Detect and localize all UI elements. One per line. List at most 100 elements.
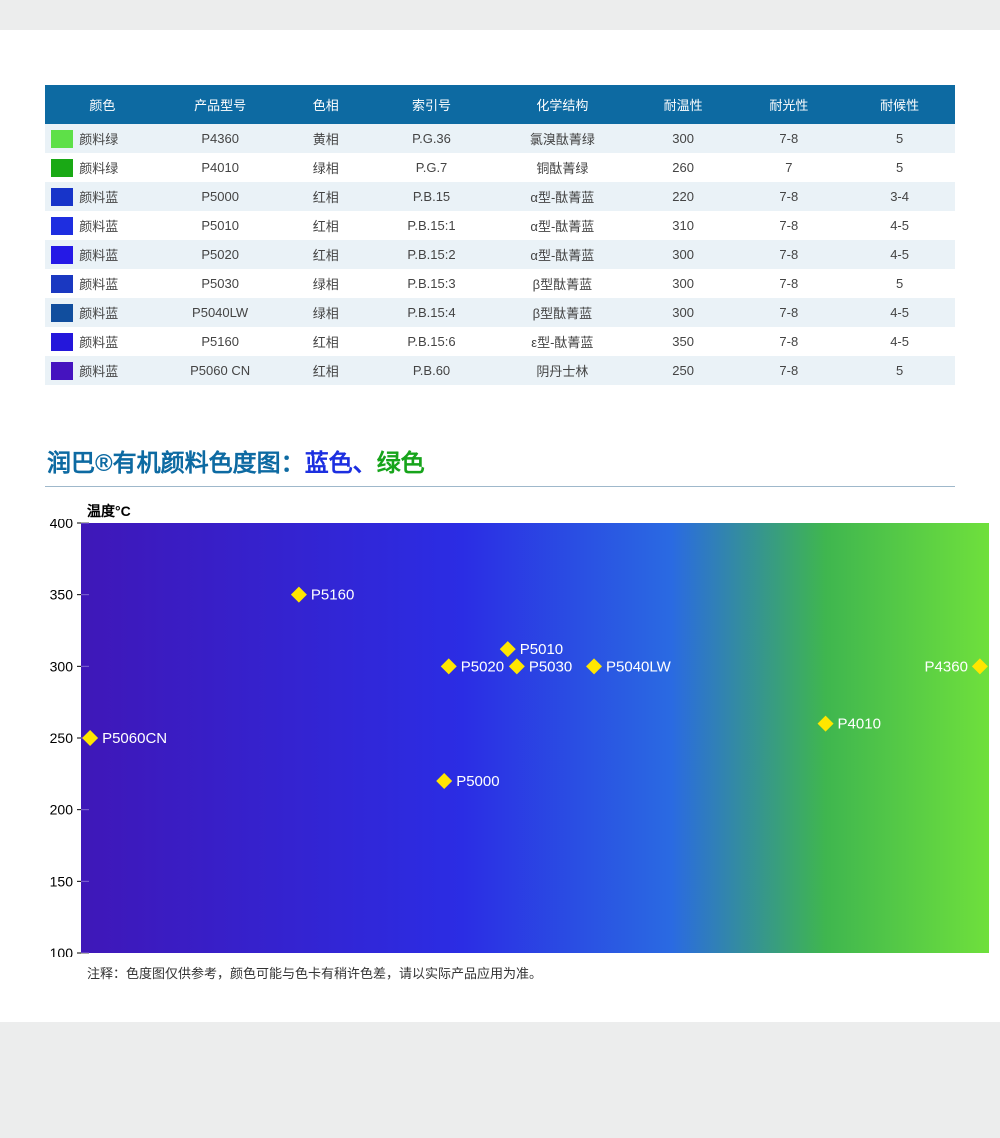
table-cell-color: 颜料蓝	[79, 327, 160, 356]
table-cell-hue: 红相	[281, 240, 372, 269]
table-cell-weather: 5	[844, 153, 955, 182]
point-label: P5040LW	[606, 658, 672, 675]
point-label: P5010	[520, 641, 563, 658]
y-axis-title: 温度°C	[87, 501, 955, 521]
table-cell-light: 7-8	[733, 240, 844, 269]
table-body: 颜料绿P4360黄相P.G.36氯溴酞菁绿3007-85颜料绿P4010绿相P.…	[45, 124, 955, 385]
y-tick-label: 100	[50, 945, 74, 957]
table-cell-hue: 绿相	[281, 153, 372, 182]
table-cell-model: P5000	[160, 182, 281, 211]
table-header-cell: 索引号	[371, 85, 492, 124]
table-cell-light: 7-8	[733, 356, 844, 385]
y-tick-label: 350	[50, 587, 74, 603]
table-cell-color: 颜料蓝	[79, 356, 160, 385]
table-row: 颜料蓝P5060 CN红相P.B.60阴丹士林2507-85	[45, 356, 955, 385]
table-cell-index: P.B.15:6	[371, 327, 492, 356]
table-cell-heat: 300	[633, 124, 734, 153]
table-cell-chem: 氯溴酞菁绿	[492, 124, 633, 153]
swatch-cell	[45, 182, 79, 211]
table-cell-light: 7	[733, 153, 844, 182]
y-tick-label: 250	[50, 730, 74, 746]
table-header-cell: 产品型号	[160, 85, 281, 124]
table-header-cell: 颜色	[45, 85, 160, 124]
data-point: P5000	[436, 773, 499, 790]
table-cell-heat: 300	[633, 298, 734, 327]
table-cell-model: P5010	[160, 211, 281, 240]
point-label: P4360	[925, 658, 968, 675]
data-point: P5160	[291, 587, 354, 604]
chart-title: 润巴®有机颜料色度图：蓝色、绿色	[45, 443, 955, 487]
table-row: 颜料绿P4010绿相P.G.7铜酞菁绿26075	[45, 153, 955, 182]
table-cell-hue: 红相	[281, 211, 372, 240]
color-swatch	[51, 130, 73, 148]
table-cell-weather: 4-5	[844, 298, 955, 327]
table-cell-heat: 220	[633, 182, 734, 211]
table-cell-light: 7-8	[733, 124, 844, 153]
table-cell-weather: 5	[844, 356, 955, 385]
table-cell-weather: 4-5	[844, 327, 955, 356]
table-cell-index: P.B.15:4	[371, 298, 492, 327]
table-cell-model: P5030	[160, 269, 281, 298]
table-cell-hue: 红相	[281, 327, 372, 356]
table-cell-weather: 4-5	[844, 240, 955, 269]
chromaticity-chart: 100150200250300350400P5060CNP5160P5000P5…	[45, 519, 989, 957]
color-swatch	[51, 217, 73, 235]
chart-wrap: 温度°C 100150200250300350400P5060CNP5160P5…	[45, 501, 955, 982]
pigment-table: 颜色产品型号色相索引号化学结构耐温性耐光性耐候性 颜料绿P4360黄相P.G.3…	[45, 85, 955, 385]
table-cell-weather: 5	[844, 269, 955, 298]
table-cell-index: P.G.36	[371, 124, 492, 153]
table-cell-chem: α型-酞菁蓝	[492, 240, 633, 269]
table-cell-model: P4360	[160, 124, 281, 153]
page-container: 颜色产品型号色相索引号化学结构耐温性耐光性耐候性 颜料绿P4360黄相P.G.3…	[0, 30, 1000, 1022]
table-cell-chem: α型-酞菁蓝	[492, 211, 633, 240]
color-swatch	[51, 188, 73, 206]
table-cell-light: 7-8	[733, 269, 844, 298]
table-cell-index: P.B.15	[371, 182, 492, 211]
table-cell-light: 7-8	[733, 298, 844, 327]
table-header-cell: 耐光性	[733, 85, 844, 124]
swatch-cell	[45, 298, 79, 327]
table-cell-color: 颜料绿	[79, 153, 160, 182]
y-tick-label: 200	[50, 802, 74, 818]
table-row: 颜料蓝P5010红相P.B.15:1α型-酞菁蓝3107-84-5	[45, 211, 955, 240]
table-row: 颜料蓝P5000红相P.B.15α型-酞菁蓝2207-83-4	[45, 182, 955, 211]
table-cell-color: 颜料蓝	[79, 298, 160, 327]
color-swatch	[51, 275, 73, 293]
swatch-cell	[45, 153, 79, 182]
swatch-cell	[45, 124, 79, 153]
table-cell-model: P5160	[160, 327, 281, 356]
table-header-cell: 化学结构	[492, 85, 633, 124]
table-cell-index: P.B.15:2	[371, 240, 492, 269]
table-row: 颜料蓝P5040LW绿相P.B.15:4β型酞菁蓝3007-84-5	[45, 298, 955, 327]
data-point: P5020	[441, 658, 504, 675]
table-row: 颜料蓝P5030绿相P.B.15:3β型酞菁蓝3007-85	[45, 269, 955, 298]
table-cell-model: P4010	[160, 153, 281, 182]
table-cell-light: 7-8	[733, 327, 844, 356]
swatch-cell	[45, 327, 79, 356]
table-cell-heat: 350	[633, 327, 734, 356]
point-label: P5060CN	[102, 730, 167, 747]
color-swatch	[51, 246, 73, 264]
table-cell-heat: 310	[633, 211, 734, 240]
bottom-spacer	[0, 1022, 1000, 1064]
table-cell-color: 颜料蓝	[79, 240, 160, 269]
table-row: 颜料绿P4360黄相P.G.36氯溴酞菁绿3007-85	[45, 124, 955, 153]
table-header: 颜色产品型号色相索引号化学结构耐温性耐光性耐候性	[45, 85, 955, 124]
table-cell-model: P5040LW	[160, 298, 281, 327]
point-label: P4010	[838, 716, 881, 733]
y-tick-label: 300	[50, 658, 74, 674]
chart-background	[81, 523, 989, 953]
color-swatch	[51, 333, 73, 351]
table-cell-hue: 黄相	[281, 124, 372, 153]
table-cell-chem: β型酞菁蓝	[492, 269, 633, 298]
table-cell-chem: 铜酞菁绿	[492, 153, 633, 182]
point-label: P5030	[529, 658, 572, 675]
table-cell-index: P.G.7	[371, 153, 492, 182]
data-point: P5030	[509, 658, 572, 675]
table-cell-hue: 绿相	[281, 298, 372, 327]
table-cell-weather: 4-5	[844, 211, 955, 240]
table-cell-color: 颜料绿	[79, 124, 160, 153]
swatch-cell	[45, 211, 79, 240]
color-swatch	[51, 362, 73, 380]
table-cell-chem: 阴丹士林	[492, 356, 633, 385]
